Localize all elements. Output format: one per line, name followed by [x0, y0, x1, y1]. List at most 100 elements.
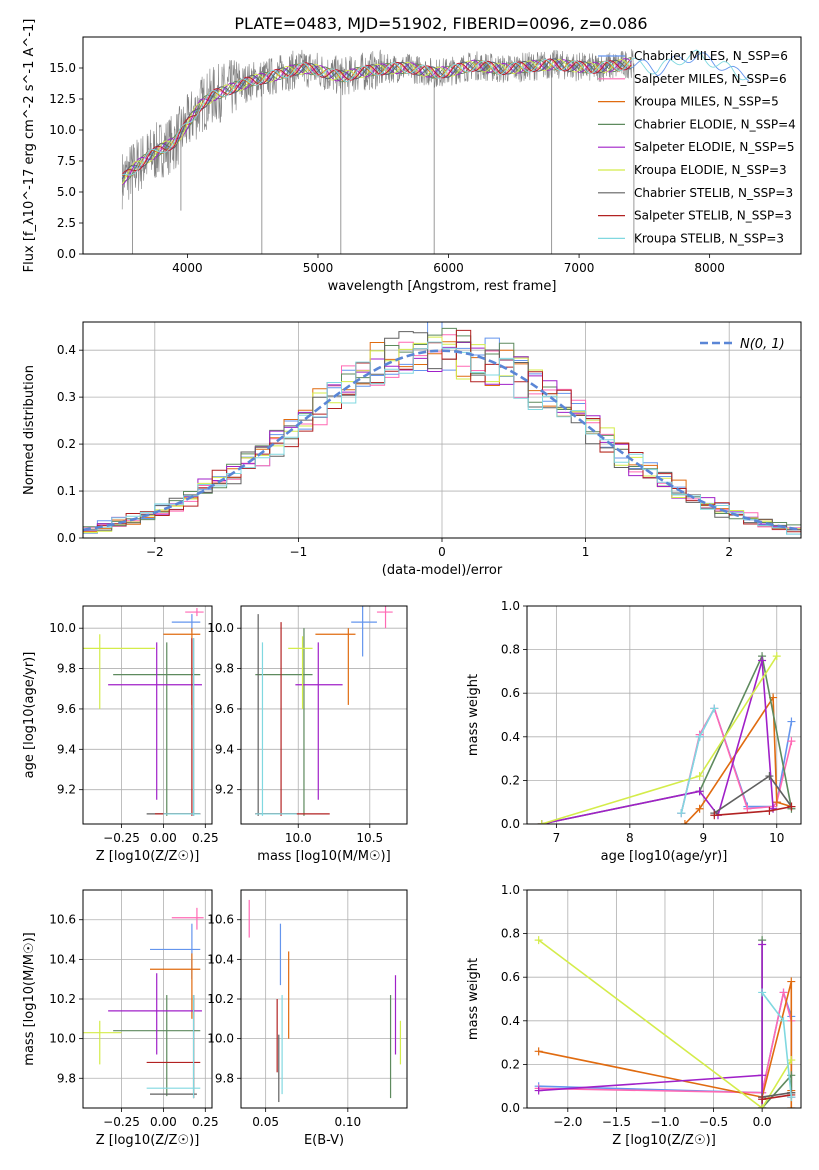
- model-spectrum-salpeter-stelib: [121, 58, 632, 175]
- plot-area: [121, 49, 750, 254]
- y-tick-label: 9.8: [215, 662, 234, 676]
- legend-label: Salpeter STELIB, N_SSP=3: [634, 209, 792, 223]
- weight-marker: [710, 811, 719, 820]
- legend-label: N(0, 1): [740, 337, 785, 352]
- errorbar-kroupa-miles: [150, 953, 201, 1019]
- model-spectrum-chabrier-stelib: [121, 58, 632, 180]
- y-tick-label: 10.0: [49, 123, 76, 137]
- y-tick-label: 0.2: [501, 1057, 520, 1071]
- weight-marker: [787, 802, 796, 811]
- x-tick-label: 1: [582, 545, 590, 559]
- x-tick-label: 0.25: [192, 1115, 219, 1129]
- weight-marker: [695, 772, 704, 781]
- weight-marker: [758, 988, 767, 997]
- y-tick-label: 0.8: [501, 927, 520, 941]
- y-tick-label: 0.2: [501, 773, 520, 787]
- weight-marker: [765, 772, 774, 781]
- age-vs-metallicity-panel: −0.25 0.00 0.25 9.2 9.4 9.6 9.8 10.0 Z [log10(Z/…: [22, 605, 219, 864]
- y-tick-label: 10.0: [207, 1032, 234, 1046]
- weight-marker: [787, 737, 796, 746]
- x-tick-label: 0.05: [252, 1115, 279, 1129]
- x-tick-label: 7000: [564, 261, 595, 275]
- weight-marker: [772, 652, 781, 661]
- axes-frame: [82, 605, 213, 825]
- mass-vs-ebv-panel: 0.05 0.10 9.8 10.0 10.2 10.4 10.6 E(B-V): [207, 889, 408, 1148]
- y-axis-label: age [log10(age/yr)]: [22, 652, 37, 779]
- legend-label: Kroupa ELODIE, N_SSP=3: [634, 163, 787, 177]
- x-tick-label: −1: [290, 545, 308, 559]
- y-tick-label: 12.5: [49, 92, 76, 106]
- y-tick-label: 9.4: [57, 742, 76, 756]
- y-tick-label: 10.2: [49, 992, 76, 1006]
- weight-vs-metallicity-panel: −2.0 −1.5 −1.0 −0.5 0.0 0.0 0.2 0.4 0.6 0.8 1.0 Z […: [466, 883, 802, 1148]
- weight-line-salpeter-elodie: [538, 944, 763, 1108]
- x-axis-label: Z [log10(Z/Z☉)]: [96, 849, 200, 864]
- weight-marker: [758, 1071, 767, 1080]
- y-tick-label: 10.6: [49, 913, 76, 927]
- y-tick-label: 10.4: [207, 952, 234, 966]
- axes-frame: [82, 36, 802, 255]
- weight-marker: [680, 820, 689, 824]
- legend-label: Kroupa STELIB, N_SSP=3: [634, 231, 784, 245]
- errorbar-chabrier-miles: [171, 614, 201, 633]
- x-tick-label: −1.0: [650, 1115, 679, 1129]
- y-tick-label: 0.6: [501, 686, 520, 700]
- axes-frame: [526, 889, 802, 1109]
- errorbar-salpeter-elodie: [108, 973, 202, 1055]
- plot-area: [527, 890, 801, 1108]
- residual-histogram-salpeter-stelib: [83, 329, 801, 533]
- weight-marker: [534, 1086, 543, 1095]
- residual-histogram-kroupa-elodie: [83, 336, 801, 534]
- errorbar-salpeter-miles: [171, 907, 204, 930]
- residuals-panel: −2 −1 0 1 2 0.0 0.1 0.2 0.3 0.4 (data-model)/error…: [22, 321, 802, 578]
- weight-marker: [787, 1056, 796, 1065]
- weight-marker: [765, 806, 774, 815]
- weight-marker: [787, 977, 796, 986]
- weight-marker: [695, 804, 704, 813]
- weight-line-chabrier-stelib: [761, 1091, 792, 1098]
- x-tick-label: 8000: [694, 261, 725, 275]
- legend-label: Salpeter ELODIE, N_SSP=5: [634, 140, 795, 154]
- x-tick-label: 10.0: [285, 831, 312, 845]
- x-tick-label: 7: [553, 831, 561, 845]
- residual-histogram-kroupa-stelib: [83, 341, 801, 535]
- model-spectrum-chabrier-miles: [121, 52, 750, 178]
- errorbar-kroupa-miles: [315, 628, 356, 705]
- x-tick-label: −0.5: [699, 1115, 728, 1129]
- y-tick-label: 0.0: [501, 817, 520, 831]
- age-vs-mass-panel: 10.0 10.5 9.2 9.4 9.6 9.8 10.0 mass [log10(M/M☉…: [207, 605, 408, 864]
- errorbar-kroupa-elodie: [83, 1020, 122, 1065]
- x-axis-label: E(B-V): [304, 1133, 344, 1148]
- weight-marker: [677, 809, 686, 818]
- x-tick-label: 0.25: [192, 831, 219, 845]
- y-tick-label: 5.0: [57, 185, 76, 199]
- weight-marker: [787, 717, 796, 726]
- x-tick-label: 5000: [303, 261, 334, 275]
- weight-marker: [758, 656, 767, 665]
- errorbar-kroupa-stelib: [163, 638, 201, 816]
- x-tick-label: 10.5: [356, 831, 383, 845]
- y-tick-label: 2.5: [57, 216, 76, 230]
- x-axis-label: wavelength [Angstrom, rest frame]: [328, 279, 557, 294]
- y-tick-label: 0.3: [57, 390, 76, 404]
- y-axis-label: mass [log10(M/M☉)]: [22, 932, 37, 1065]
- y-tick-label: 10.4: [49, 952, 76, 966]
- y-axis-label: mass weight: [466, 958, 481, 1040]
- y-tick-label: 9.8: [57, 662, 76, 676]
- errorbar-kroupa-miles: [163, 628, 201, 705]
- y-tick-label: 9.8: [57, 1071, 76, 1085]
- spectrum-panel: 4000 5000 6000 7000 8000 0.0 2.5 5.0 7.5 10.0 12.5…: [22, 19, 802, 294]
- y-tick-label: 0.4: [501, 1014, 520, 1028]
- weight-marker: [710, 704, 719, 713]
- weight-marker: [758, 1104, 767, 1108]
- model-spectrum-kroupa-elodie: [121, 58, 632, 185]
- legend-label: Chabrier ELODIE, N_SSP=4: [634, 117, 796, 131]
- x-tick-label: 0: [438, 545, 446, 559]
- y-axis-label: mass weight: [466, 674, 481, 756]
- y-tick-label: 10.2: [207, 992, 234, 1006]
- axes-frame: [82, 889, 213, 1109]
- y-tick-label: 9.8: [215, 1071, 234, 1085]
- y-tick-label: 0.4: [501, 730, 520, 744]
- plot-area: [241, 890, 407, 1108]
